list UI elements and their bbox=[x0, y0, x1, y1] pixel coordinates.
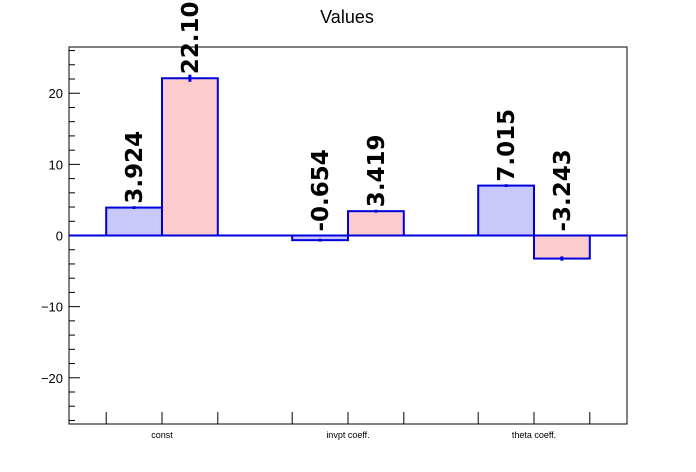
x-category-label: invpt coeff. bbox=[326, 430, 369, 440]
y-tick-label: 0 bbox=[56, 229, 63, 244]
data-label: -3.243 bbox=[550, 149, 576, 231]
x-category-label: const bbox=[151, 430, 173, 440]
chart-title: Values bbox=[320, 7, 374, 27]
data-label: 7.015 bbox=[494, 109, 520, 182]
bar bbox=[477, 184, 536, 237]
y-tick-label: 20 bbox=[49, 86, 63, 101]
y-tick-label: −10 bbox=[41, 300, 63, 315]
y-tick-label: −20 bbox=[41, 371, 63, 386]
bar bbox=[161, 77, 219, 237]
bar bbox=[105, 206, 163, 237]
plot-area: −20 −10 0 10 20 3.924 -0.654 7.015 22.106 3.419 -3… bbox=[41, 0, 628, 440]
data-label: 3.924 bbox=[122, 131, 148, 204]
data-label: 22.106 bbox=[178, 0, 204, 74]
bar bbox=[533, 234, 591, 260]
data-label: -0.654 bbox=[308, 149, 334, 231]
data-label: 3.419 bbox=[364, 134, 390, 207]
bar bbox=[347, 210, 405, 237]
y-tick-label: 10 bbox=[49, 157, 63, 172]
x-category-label: theta coeff. bbox=[512, 430, 556, 440]
